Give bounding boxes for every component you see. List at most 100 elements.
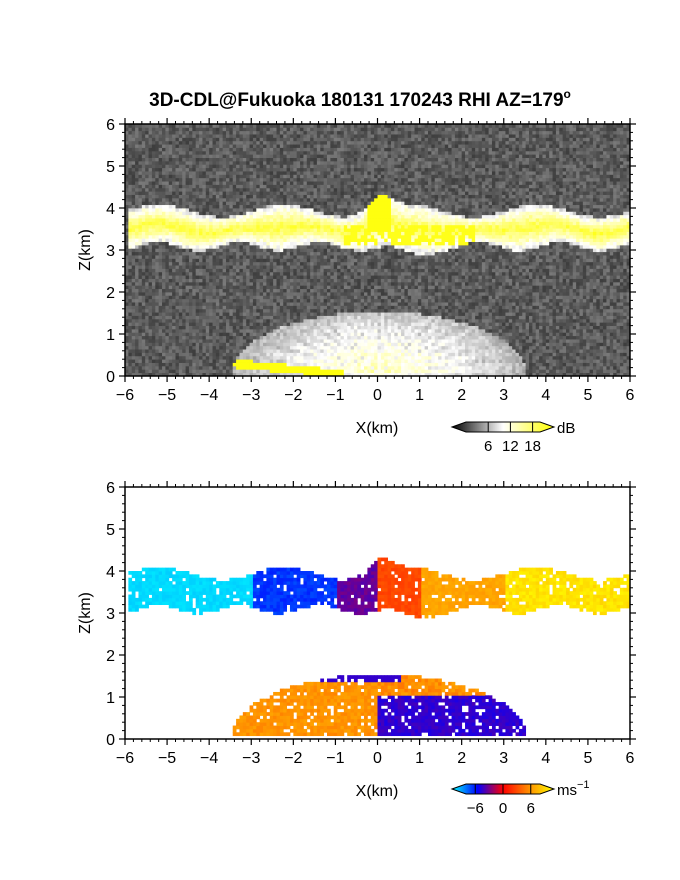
field-cell xyxy=(205,140,210,145)
field-cell xyxy=(195,332,200,337)
field-cell xyxy=(192,231,197,236)
field-cell xyxy=(283,278,287,283)
field-cell xyxy=(236,154,240,158)
field-cell xyxy=(239,137,244,142)
field-cell xyxy=(252,164,257,169)
field-cell xyxy=(215,157,220,162)
field-cell xyxy=(172,231,176,236)
field-cell xyxy=(158,332,163,337)
field-cell xyxy=(205,201,210,206)
field-cell xyxy=(263,127,267,132)
field-cell xyxy=(236,218,240,222)
field-cell xyxy=(276,224,281,229)
field-cell xyxy=(185,194,190,199)
field-cell xyxy=(205,281,210,286)
field-cell xyxy=(232,150,237,155)
field-cell xyxy=(273,335,277,340)
field-cell xyxy=(343,355,348,360)
field-cell xyxy=(219,261,224,266)
field-cell xyxy=(188,214,193,219)
field-cell xyxy=(215,201,220,206)
field-cell xyxy=(212,130,217,135)
field-cell xyxy=(131,167,136,172)
field-cell xyxy=(347,228,351,232)
field-cell xyxy=(310,325,314,330)
field-cell xyxy=(158,325,163,330)
field-cell xyxy=(249,218,254,222)
field-cell xyxy=(229,228,234,232)
field-cell xyxy=(205,134,210,138)
field-cell xyxy=(242,130,247,135)
field-cell xyxy=(340,184,345,189)
field-cell xyxy=(343,305,348,310)
field-cell xyxy=(162,177,166,182)
field-cell xyxy=(226,214,230,219)
field-cell xyxy=(330,248,335,253)
field-cell xyxy=(337,140,341,145)
field-cell xyxy=(340,197,345,202)
field-cell xyxy=(205,255,210,259)
field-cell xyxy=(125,298,129,303)
field-cell xyxy=(138,187,143,192)
field-cell xyxy=(316,218,321,222)
field-cell xyxy=(266,362,271,367)
field-cell xyxy=(165,315,170,320)
field-cell xyxy=(310,244,314,249)
field-cell xyxy=(276,315,281,320)
field-cell xyxy=(182,241,186,246)
field-cell xyxy=(293,140,298,145)
field-cell xyxy=(131,164,136,169)
field-cell xyxy=(192,308,197,313)
field-cell xyxy=(212,352,217,357)
field-cell xyxy=(158,144,163,148)
field-cell xyxy=(283,208,287,212)
field-cell xyxy=(252,322,257,326)
field-cell xyxy=(316,372,321,376)
field-cell xyxy=(226,302,230,306)
field-cell xyxy=(300,345,304,350)
field-cell xyxy=(192,355,197,360)
field-cell xyxy=(306,355,311,360)
field-cell xyxy=(145,144,149,148)
field-cell xyxy=(222,174,227,179)
field-cell xyxy=(185,201,190,206)
field-cell xyxy=(162,234,166,239)
field-cell xyxy=(222,322,227,326)
field-cell xyxy=(135,318,139,323)
field-cell xyxy=(205,278,210,283)
field-cell xyxy=(195,231,200,236)
field-cell xyxy=(316,305,321,310)
field-cell xyxy=(145,335,149,340)
field-cell xyxy=(188,365,193,370)
field-cell xyxy=(259,201,264,206)
field-cell xyxy=(269,147,274,152)
field-cell xyxy=(266,204,271,209)
field-cell xyxy=(178,352,183,357)
field-cell xyxy=(125,248,129,253)
field-cell xyxy=(306,318,311,323)
field-cell xyxy=(273,275,277,279)
field-cell xyxy=(135,194,139,199)
field-cell xyxy=(175,134,180,138)
field-cell xyxy=(323,345,328,350)
field-cell xyxy=(263,228,267,232)
field-cell xyxy=(300,124,304,128)
field-cell xyxy=(219,208,224,212)
field-cell xyxy=(148,147,153,152)
field-cell xyxy=(168,312,173,316)
field-cell xyxy=(283,332,287,337)
field-cell xyxy=(192,147,197,152)
field-cell xyxy=(279,359,284,363)
field-cell xyxy=(145,305,149,310)
field-cell xyxy=(316,359,321,363)
field-cell xyxy=(172,372,176,376)
field-cell xyxy=(323,288,328,293)
field-cell xyxy=(165,308,170,313)
field-cell xyxy=(246,218,250,222)
field-cell xyxy=(259,167,264,172)
field-cell xyxy=(141,164,146,169)
field-cell xyxy=(340,295,345,300)
field-cell xyxy=(131,137,136,142)
field-cell xyxy=(273,345,277,350)
field-cell xyxy=(303,369,308,374)
